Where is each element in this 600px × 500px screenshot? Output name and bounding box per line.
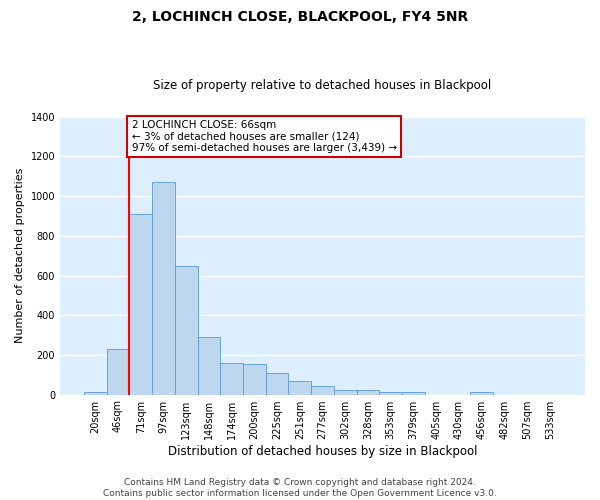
Bar	[84, 392, 107, 394]
Y-axis label: Number of detached properties: Number of detached properties	[15, 168, 25, 344]
Text: Contains HM Land Registry data © Crown copyright and database right 2024.
Contai: Contains HM Land Registry data © Crown c…	[103, 478, 497, 498]
Bar	[402, 392, 425, 394]
Bar	[379, 392, 402, 394]
Bar	[266, 374, 289, 394]
Bar	[243, 364, 266, 394]
Bar	[220, 363, 243, 394]
Bar	[175, 266, 197, 394]
Bar	[107, 350, 130, 395]
Text: 2 LOCHINCH CLOSE: 66sqm
← 3% of detached houses are smaller (124)
97% of semi-de: 2 LOCHINCH CLOSE: 66sqm ← 3% of detached…	[131, 120, 397, 153]
Bar	[356, 390, 379, 394]
Bar	[311, 386, 334, 394]
Title: Size of property relative to detached houses in Blackpool: Size of property relative to detached ho…	[154, 79, 491, 92]
Bar	[334, 390, 356, 394]
X-axis label: Distribution of detached houses by size in Blackpool: Distribution of detached houses by size …	[168, 444, 477, 458]
Bar	[470, 392, 493, 394]
Bar	[130, 214, 152, 394]
Bar	[152, 182, 175, 394]
Bar	[289, 380, 311, 394]
Text: 2, LOCHINCH CLOSE, BLACKPOOL, FY4 5NR: 2, LOCHINCH CLOSE, BLACKPOOL, FY4 5NR	[132, 10, 468, 24]
Bar	[197, 337, 220, 394]
